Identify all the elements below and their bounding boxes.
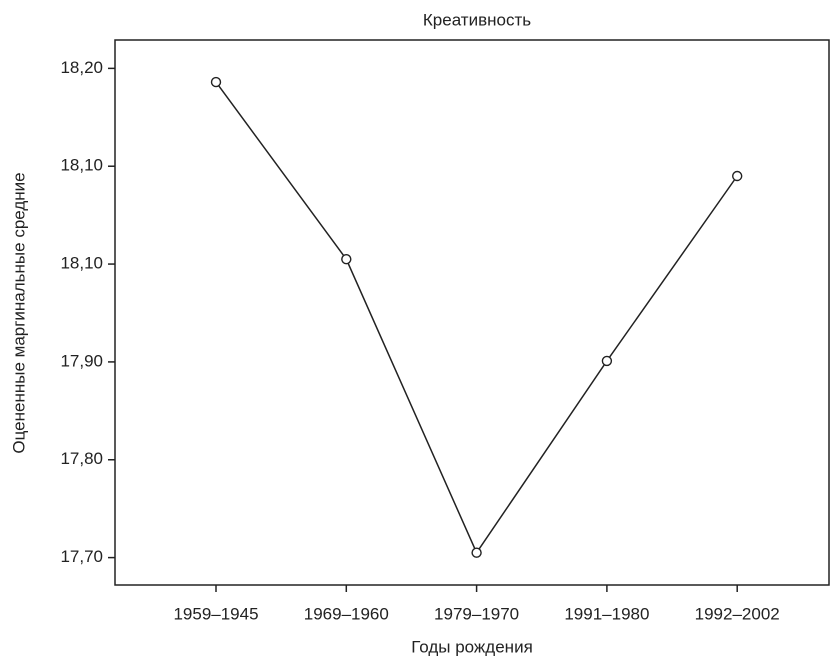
chart-title: Креативность [423,10,531,29]
line [215,81,738,555]
x-tick-label: 1991–1980 [564,604,649,623]
y-axis-label: Оцененные маргинальные средние [9,172,28,453]
plot-frame [114,39,830,586]
y-tick-label: 17,70 [60,547,103,566]
x-tick-label: 1979–1970 [434,604,519,623]
y-tick-label: 18,10 [60,254,103,273]
y-tick-label: 17,90 [60,351,103,370]
y-tick-label: 18,10 [60,156,103,175]
x-axis-label: Годы рождения [411,637,533,656]
point [471,547,482,558]
x-tick-label: 1992–2002 [695,604,780,623]
y-tick-label: 17,80 [60,449,103,468]
point [210,76,222,88]
x-tick-label: 1969–1960 [304,604,389,623]
point [732,170,743,182]
y-tick-label: 18,20 [60,58,103,77]
x-tick-label: 1959–1945 [173,604,258,623]
point [341,253,352,265]
point [601,355,613,367]
